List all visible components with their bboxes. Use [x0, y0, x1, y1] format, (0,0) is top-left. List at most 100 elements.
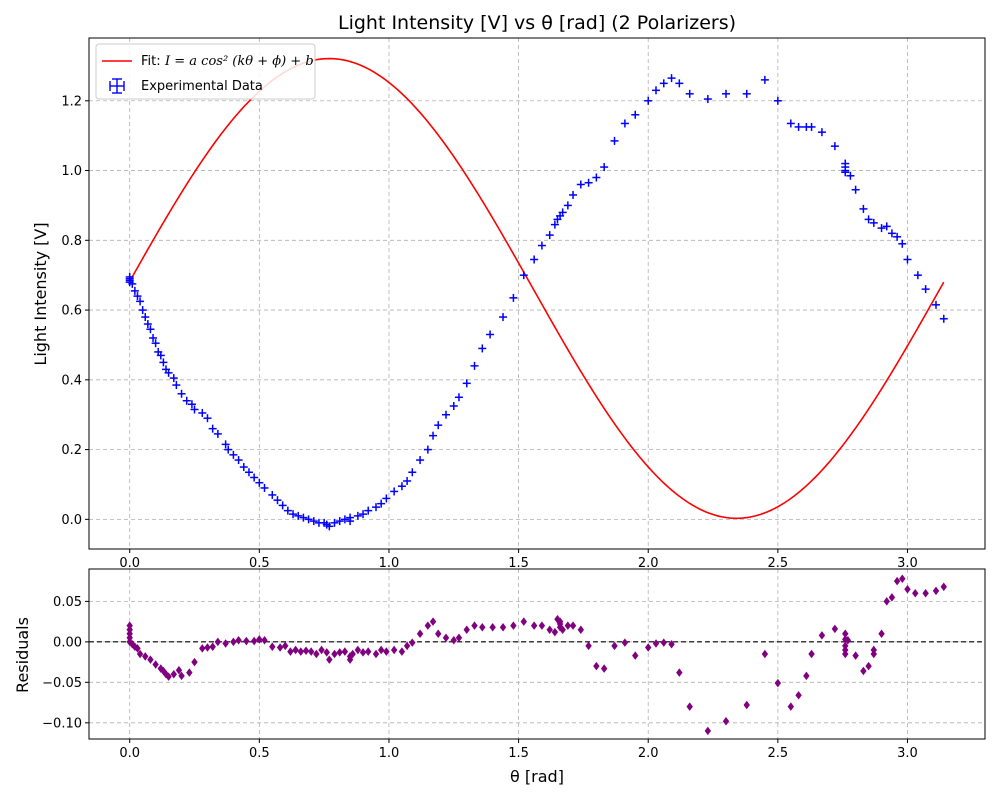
residual-point: [632, 651, 639, 660]
data-point: [486, 330, 495, 339]
data-point: [887, 229, 896, 238]
residual-point: [831, 624, 839, 634]
intensity-ytick-label-3: 0.6: [61, 304, 82, 319]
data-point: [234, 456, 243, 465]
residual-point: [341, 647, 349, 656]
residual-point: [546, 625, 553, 634]
data-point: [309, 517, 318, 526]
data-point: [133, 292, 142, 301]
data-point: [151, 339, 160, 348]
intensity-ytick-label-0: 0.0: [61, 513, 82, 528]
residual-point: [282, 641, 289, 651]
data-point: [913, 271, 922, 280]
data-point: [449, 401, 458, 410]
data-point: [156, 351, 165, 360]
residuals-x-ticks: 0.0 0.5 1.0 1.5 2.0 2.5 3.0: [119, 739, 918, 761]
intensity-ytick-label-6: 1.2: [61, 94, 82, 109]
intensity-xtick-label-5: 2.5: [768, 556, 789, 571]
residual-point: [403, 641, 411, 651]
data-point: [932, 300, 940, 309]
residual-point: [152, 660, 159, 669]
data-point: [620, 119, 629, 128]
residual-point: [307, 647, 315, 656]
data-point: [164, 368, 173, 377]
residual-point: [852, 651, 859, 660]
data-point: [198, 408, 207, 417]
residual-point: [899, 574, 906, 583]
data-point: [416, 456, 425, 465]
data-point: [600, 163, 609, 172]
data-point: [558, 208, 567, 217]
residual-point: [450, 635, 457, 645]
intensity-ytick-label-1: 0.2: [61, 443, 82, 458]
residual-point: [795, 691, 802, 700]
residuals-data-layer: [126, 574, 947, 736]
intensity-xtick-label-0: 0.0: [119, 556, 140, 571]
data-point: [882, 222, 891, 231]
residual-point: [818, 631, 826, 640]
data-point: [335, 517, 344, 526]
residual-point: [652, 639, 660, 648]
residual-point: [600, 664, 608, 673]
data-point: [136, 297, 145, 306]
data-point: [563, 201, 572, 210]
data-point: [403, 476, 412, 485]
residual-point: [870, 645, 877, 655]
residuals-plot-panel: Residuals θ [rad] 0.0 0.5 1.0 1.5 2.0 2.5 3.0 …: [13, 568, 986, 786]
residual-point: [331, 649, 338, 659]
residual-point: [611, 641, 618, 651]
data-point: [499, 313, 508, 322]
data-point: [138, 306, 147, 315]
data-point: [742, 89, 751, 98]
data-point: [807, 122, 816, 131]
data-point: [187, 400, 196, 409]
residual-point: [250, 636, 258, 646]
residual-point: [860, 666, 867, 676]
data-point: [434, 421, 443, 430]
residual-point: [365, 647, 372, 656]
residual-point: [803, 671, 810, 681]
residual-point: [142, 652, 149, 661]
legend: Fit: I = a cos² (kθ + ϕ) + b Experimenta…: [95, 43, 316, 100]
residual-point: [865, 661, 872, 671]
residual-point: [243, 636, 250, 646]
residual-point: [199, 644, 206, 653]
residual-point: [743, 700, 750, 710]
data-point: [893, 232, 902, 241]
residual-point: [564, 621, 572, 630]
data-point: [509, 293, 518, 302]
residual-point: [390, 645, 398, 655]
legend-fit-formula: I = a cos² (kθ + ϕ) + b: [164, 54, 314, 69]
residual-point: [429, 617, 437, 626]
data-point: [462, 379, 471, 388]
residuals-xtick-label-4: 2.0: [638, 746, 659, 761]
data-point: [631, 110, 640, 119]
data-point: [786, 119, 795, 128]
residual-point: [383, 647, 390, 656]
residual-point: [479, 623, 486, 632]
data-point: [130, 286, 139, 295]
data-point: [817, 128, 826, 137]
residual-point: [297, 647, 305, 656]
residual-point: [893, 576, 901, 586]
residuals-ytick-label-3: −0.10: [42, 716, 82, 731]
legend-fit-prefix: Fit:: [141, 54, 161, 69]
residual-point: [883, 597, 890, 606]
data-point: [454, 393, 463, 402]
residual-point: [336, 648, 343, 657]
residual-point: [520, 617, 527, 626]
residual-point: [134, 644, 141, 653]
residual-point: [704, 726, 712, 736]
residual-point: [170, 669, 177, 679]
residual-point: [645, 643, 652, 652]
residual-point: [287, 647, 294, 656]
residual-point: [559, 625, 566, 634]
data-point: [128, 279, 137, 288]
intensity-xtick-label-6: 3.0: [897, 556, 918, 571]
x-axis-label: θ [rad]: [510, 767, 564, 786]
data-point: [921, 285, 930, 294]
data-point: [353, 511, 362, 520]
data-point: [364, 506, 373, 515]
data-point: [478, 344, 487, 353]
residual-point: [912, 589, 919, 598]
